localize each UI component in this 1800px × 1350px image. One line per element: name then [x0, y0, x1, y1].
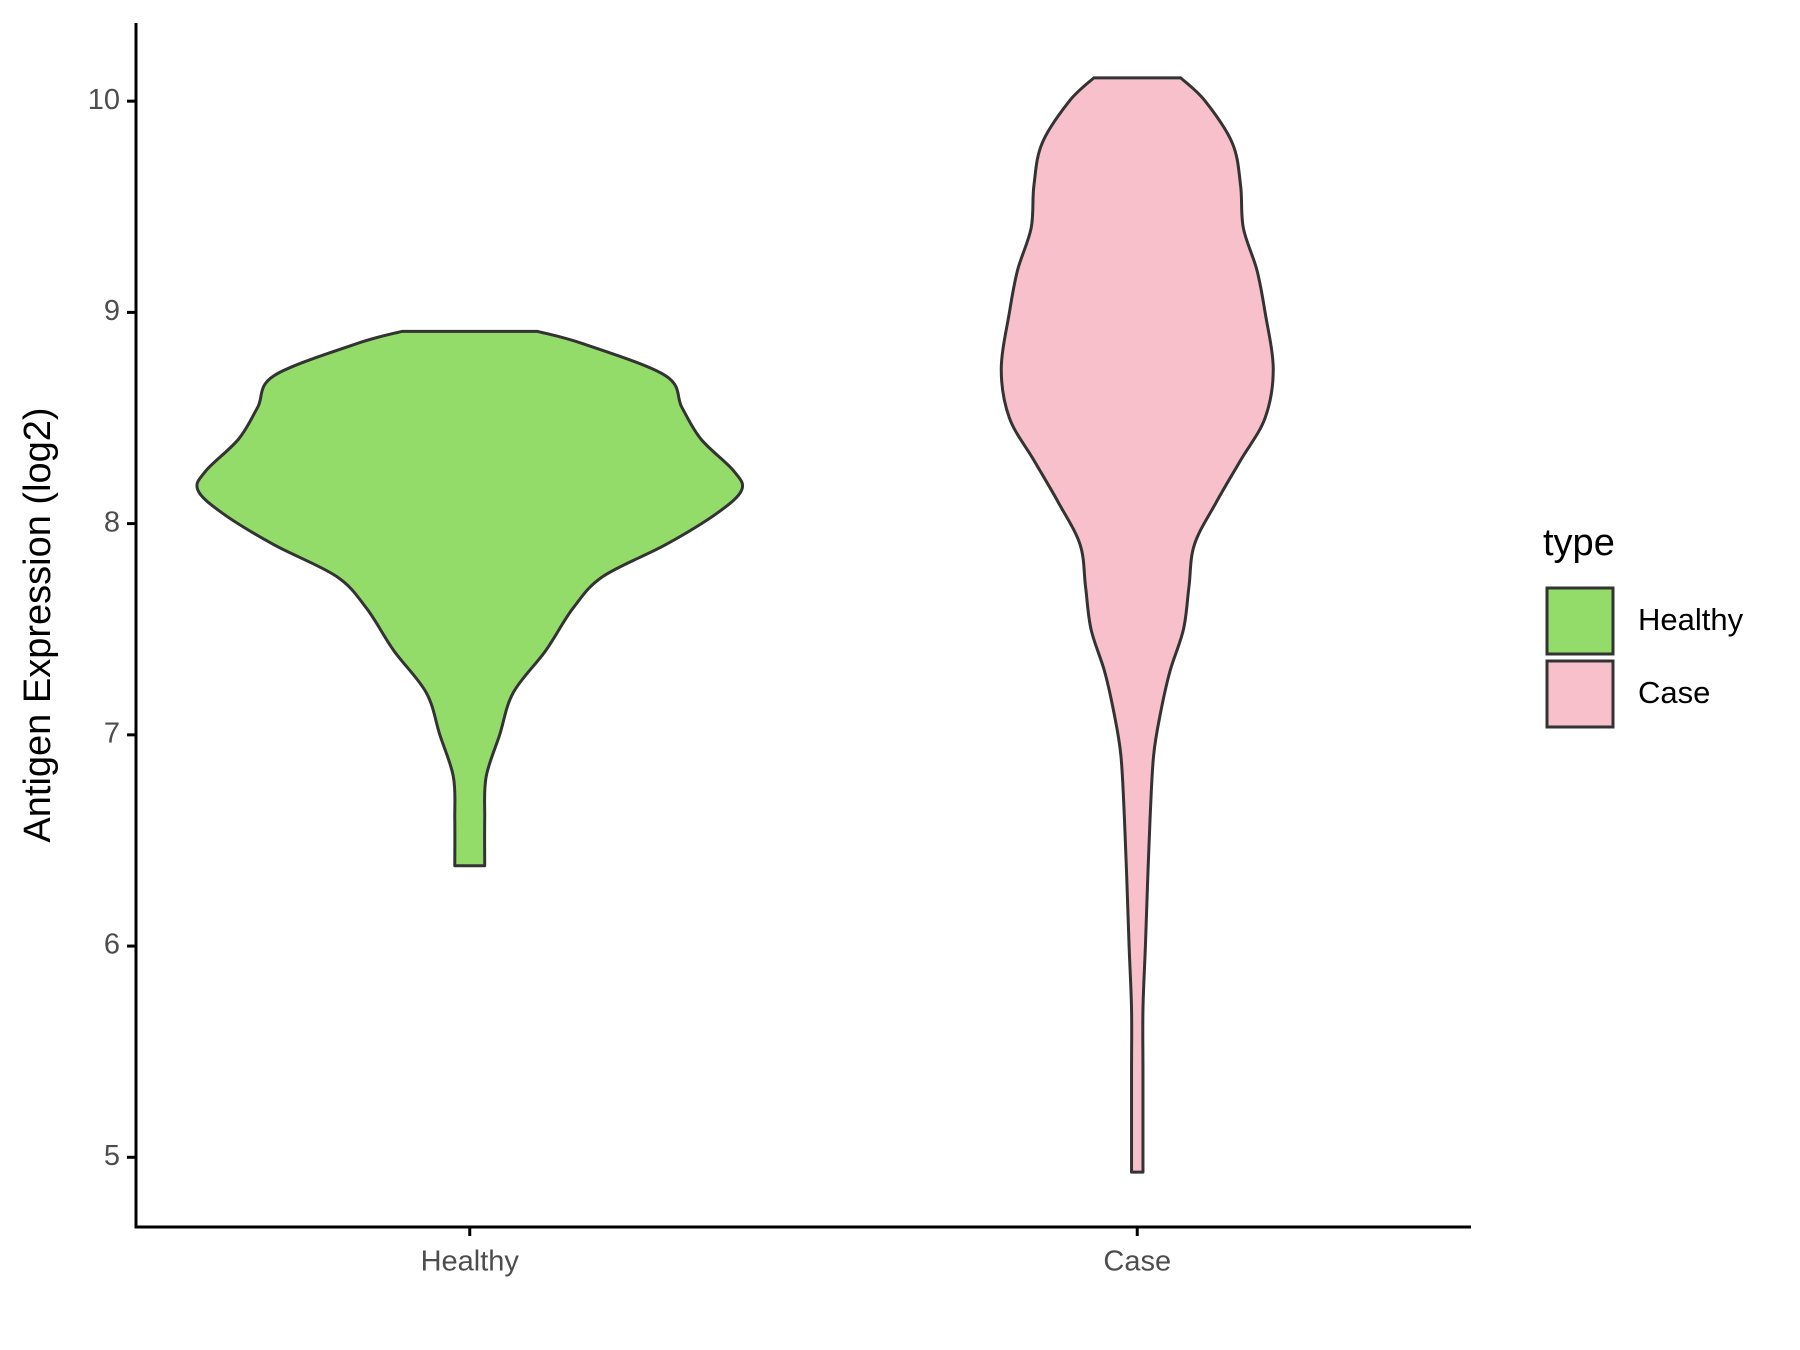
legend-title: type: [1543, 522, 1615, 564]
legend-key: [1545, 659, 1615, 729]
y-tick-label: 10: [88, 84, 120, 116]
y-tick-label: 9: [104, 295, 120, 327]
legend-label: Healthy: [1638, 602, 1744, 637]
x-tick-label: Case: [1103, 1246, 1171, 1278]
y-tick-label: 8: [104, 506, 120, 538]
violin: [195, 329, 745, 868]
y-tick-label: 5: [104, 1140, 120, 1172]
y-axis-label: Antigen Expression (log2): [17, 407, 59, 842]
x-tick-label: Healthy: [421, 1246, 520, 1278]
violin: [999, 76, 1275, 1174]
legend-label: Case: [1638, 675, 1710, 710]
y-tick-label: 7: [104, 717, 120, 749]
y-tick-label: 6: [104, 929, 120, 961]
legend-key: [1545, 586, 1615, 656]
